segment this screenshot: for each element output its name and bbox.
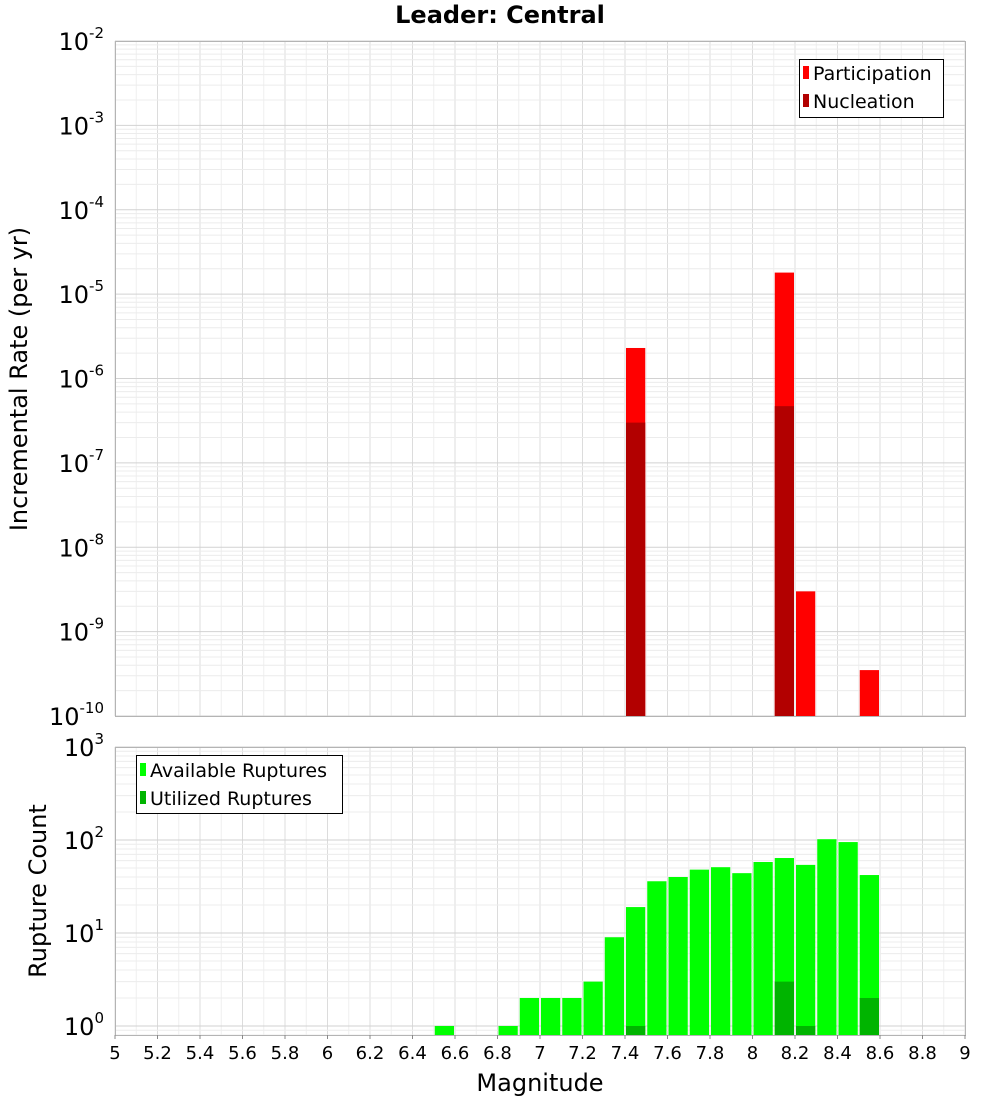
bar-available-ruptures [434,1025,454,1035]
x-tick-label: 5 [109,1043,120,1064]
bar-available-ruptures [796,864,816,1035]
bar-available-ruptures [604,937,624,1035]
x-tick-label: 7 [534,1043,545,1064]
x-tick-label: 7.6 [653,1043,682,1064]
x-axis-label: Magnitude [476,1069,603,1097]
top-grid [114,40,966,717]
x-tick-label: 6.6 [441,1043,470,1064]
x-ticks: 5 5.2 5.4 5.6 5.8 6 6.2 6.4 6.6 6.8 7 7.2 7.4 7.6 7.8 8… [109,1035,971,1064]
x-tick-label: 8.2 [781,1043,810,1064]
x-tick-label: 7.8 [696,1043,725,1064]
y-tick-label: 10-6 [58,362,104,394]
bottom-legend-box [136,755,343,814]
bar-participation [796,591,816,716]
top-legend-box [799,59,944,118]
bar-available-ruptures [753,861,773,1035]
bar-available-ruptures [838,842,858,1035]
bar-available-ruptures [498,1025,518,1035]
y-tick-label: 101 [64,916,104,948]
x-tick-label: 5.6 [228,1043,257,1064]
legend-swatch-participation [803,66,809,79]
chart-title: Leader: Central [395,1,605,29]
y-tick-label: 10-3 [58,108,104,140]
x-tick-label: 7.4 [611,1043,640,1064]
x-tick-label: 8.4 [823,1043,852,1064]
x-tick-label: 9 [959,1043,970,1064]
top-plot-frame [115,41,966,717]
bar-available-ruptures [519,997,539,1035]
bottom-bars [434,839,879,1035]
top-y-ticks: 10-10 10-9 10-8 10-7 10-6 10-5 10-4 10-3 10-2 [49,24,104,731]
bar-participation [859,670,879,716]
x-tick-label: 7.2 [568,1043,597,1064]
bar-utilized-ruptures [774,981,794,1035]
bar-utilized-ruptures [796,1025,816,1035]
x-tick-label: 8.8 [908,1043,937,1064]
x-tick-label: 8.6 [866,1043,895,1064]
y-tick-label: 10-8 [58,530,104,562]
bar-available-ruptures [668,877,688,1035]
x-tick-label: 6 [322,1043,333,1064]
top-bars [626,272,879,716]
x-tick-label: 6.4 [398,1043,427,1064]
y-tick-label: 10-10 [49,699,104,731]
bottom-legend: Available Ruptures Utilized Ruptures [136,755,343,814]
legend-swatch-available-ruptures [140,763,146,776]
bar-nucleation [626,422,646,716]
bar-utilized-ruptures [859,997,879,1035]
bar-available-ruptures [626,907,646,1035]
bar-available-ruptures [859,875,879,1035]
y-tick-label: 10-2 [58,24,104,56]
bar-available-ruptures [647,881,667,1035]
x-tick-label: 5.2 [143,1043,172,1064]
legend-label-utilized-ruptures: Utilized Ruptures [150,788,312,810]
legend-label-nucleation: Nucleation [813,91,915,113]
bar-available-ruptures [562,997,582,1035]
x-tick-label: 6.8 [483,1043,512,1064]
bar-available-ruptures [711,867,731,1035]
bar-available-ruptures [689,869,709,1035]
top-legend: Participation Nucleation [799,59,944,118]
y-tick-label: 103 [64,730,104,762]
y-tick-label: 100 [64,1009,104,1041]
bar-available-ruptures [817,839,837,1035]
y-tick-label: 10-9 [58,615,104,647]
y-tick-label: 10-7 [58,446,104,478]
x-tick-label: 5.4 [186,1043,215,1064]
bar-available-ruptures [541,997,561,1035]
bottom-y-ticks: 100 101 102 103 [64,730,104,1041]
legend-label-participation: Participation [813,63,932,85]
y-tick-label: 102 [64,823,104,855]
bottom-y-axis-label: Rupture Count [24,804,52,978]
bar-utilized-ruptures [626,1025,646,1035]
bar-available-ruptures [583,981,603,1035]
x-tick-label: 6.2 [356,1043,385,1064]
x-tick-label: 5.8 [271,1043,300,1064]
legend-label-available-ruptures: Available Ruptures [150,760,327,782]
y-tick-label: 10-5 [58,277,104,309]
y-tick-label: 10-4 [58,193,104,225]
x-tick-label: 8 [747,1043,758,1064]
bar-available-ruptures [732,873,752,1035]
legend-swatch-nucleation [803,94,809,107]
legend-swatch-utilized-ruptures [140,791,146,804]
top-y-axis-label: Incremental Rate (per yr) [5,227,33,531]
bar-nucleation [774,406,794,716]
